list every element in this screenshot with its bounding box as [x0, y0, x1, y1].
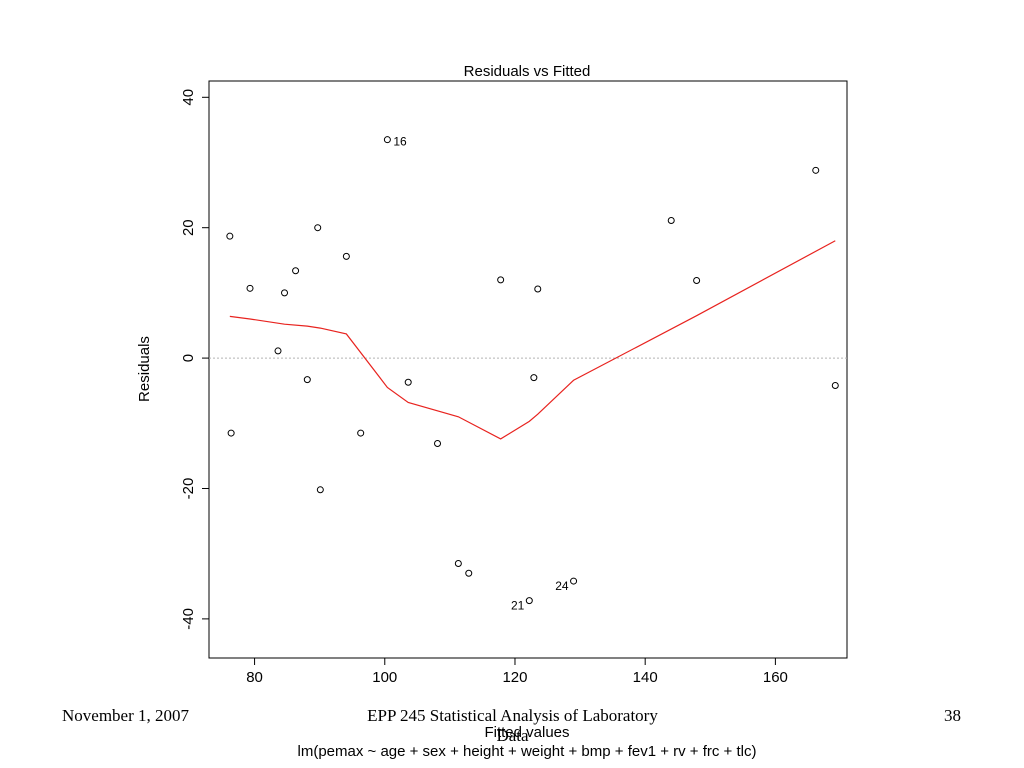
y-tick-label: 40: [180, 89, 197, 106]
data-point: [530, 374, 538, 382]
point-label: 21: [511, 599, 525, 613]
data-point: [303, 376, 311, 384]
x-tick-label: 160: [763, 669, 788, 686]
data-point: [404, 378, 412, 386]
y-tick-label: -40: [180, 608, 197, 630]
data-point: [693, 277, 701, 285]
y-tick-label: -20: [180, 478, 197, 500]
data-point: [454, 559, 462, 567]
plot-frame: [208, 80, 848, 659]
model-formula: lm(pemax ~ age + sex + height + weight +…: [298, 743, 757, 760]
y-axis: -40 -20 0 20 40: [180, 89, 209, 630]
y-axis-label: Residuals: [136, 336, 153, 402]
y-tick-label: 0: [180, 354, 197, 362]
data-point: [812, 166, 820, 174]
data-point: [246, 284, 254, 292]
data-point: [292, 267, 300, 275]
data-point: [434, 439, 442, 447]
data-point: [831, 381, 839, 389]
footer-course-title: EPP 245 Statistical Analysis of Laborato…: [367, 706, 658, 745]
data-point: [570, 577, 578, 585]
data-point: [342, 252, 350, 260]
x-axis-label: Fitted values: [484, 724, 569, 741]
point-label: 16: [393, 135, 407, 149]
chart-title: Residuals vs Fitted: [464, 63, 591, 80]
x-axis: 80 100 120 140 160: [246, 658, 788, 686]
x-tick-label: 120: [502, 669, 527, 686]
data-points: 16 21 24: [226, 135, 839, 613]
data-point: [281, 289, 289, 297]
data-point: [667, 217, 675, 225]
data-point: [497, 276, 505, 284]
data-point: [534, 285, 542, 293]
y-tick-label: 20: [180, 219, 197, 236]
x-tick-label: 140: [633, 669, 658, 686]
footer-page-number: 38: [944, 706, 961, 725]
point-label: 24: [555, 579, 569, 593]
data-point: [383, 136, 391, 144]
x-tick-label: 80: [246, 669, 263, 686]
x-tick-label: 100: [372, 669, 397, 686]
smooth-line: [229, 240, 836, 440]
data-point: [226, 232, 234, 240]
data-point: [227, 429, 235, 437]
data-point: [314, 224, 322, 232]
data-point: [274, 347, 282, 355]
footer-date: November 1, 2007: [62, 706, 190, 725]
data-point: [357, 429, 365, 437]
data-point: [465, 569, 473, 577]
data-point: [525, 597, 533, 605]
data-point: [316, 486, 324, 494]
